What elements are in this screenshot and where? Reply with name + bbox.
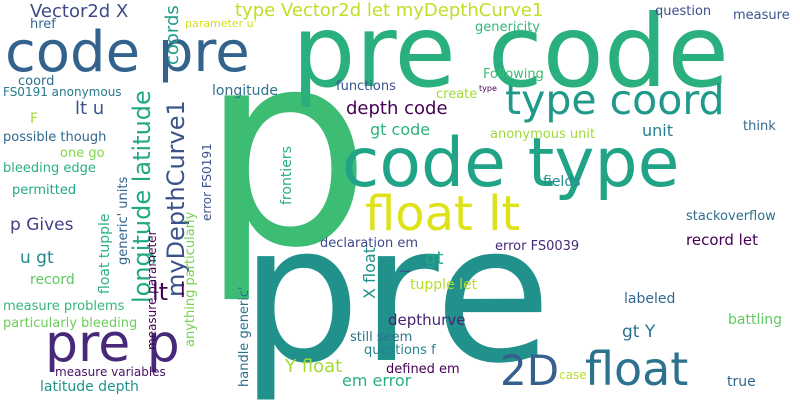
word-error-fs0039: error FS0039 [495,239,580,254]
word-measure: measure [733,8,790,23]
word-defined-em: defined em [386,362,460,377]
word-permitted: permitted [12,183,77,198]
word-lt: lt [152,278,169,306]
word-frontiers: frontiers [279,146,295,205]
word-l: l [180,278,186,302]
word-possible-though: possible though [3,130,107,145]
word-x-float: X float [360,247,379,299]
word-anything-particularly: anything particularly [183,212,198,348]
word-record: record [30,272,75,288]
word-pre-code: pre code [292,0,729,110]
word-type-vector2d-let-mydepthcurve1: type Vector2d let myDepthCurve1 [235,0,544,21]
word-functions: functions [336,79,396,94]
word-code-type: code type [342,124,680,203]
word-gt-code: gt code [370,120,431,139]
word-coords: coords [162,5,183,65]
word-stackoverflow: stackoverflow [686,209,776,224]
word-pre-p: pre p [45,314,180,374]
word-2d: 2D [500,346,560,395]
word-gt: gt [425,248,444,269]
word-record-let: record let [686,231,758,249]
word-latitude-depth: latitude depth [40,379,139,395]
word-depthurve: depthurve [388,311,466,329]
word-anonymous-unit: anonymous unit [490,127,596,142]
word-float: float [585,342,689,396]
word-battling: battling [728,312,782,328]
word-fs0191-anonymous: FS0191 anonymous [3,85,122,99]
word-bleeding-edge: bleeding edge [3,161,96,176]
word-type-coord: type coord [505,76,725,124]
word-error-fs0191: error FS0191 [200,143,214,221]
word-measure-variables: measure variables [55,365,166,379]
word-lt-u: lt u [75,98,105,119]
word-still-seem: still seem [350,330,413,345]
word-case: case [559,368,587,382]
word-vector2d-x: Vector2d X [30,1,129,22]
word-longitude: longitude [212,83,278,99]
word-type: type [479,84,497,93]
word-declaration-em: declaration em [320,236,418,251]
word-questions-f: questions f [364,343,436,358]
word-symbol: _ [400,248,410,272]
word-labeled: labeled [624,291,676,307]
word-href: href [30,17,56,32]
word-p-gives: p Gives [10,215,74,235]
word-create: create [436,87,478,102]
word-gt-y: gt Y [622,322,656,342]
word-true: true [727,374,756,390]
word-float-lt: float lt [365,186,521,242]
word-y-float: Y float [285,356,343,377]
word-measure-problems: measure problems [3,299,125,314]
word-em-error: em error [342,371,412,390]
word-code-pre: code pre [5,20,250,85]
word-unit: unit [642,121,673,140]
word-question: question [655,4,712,19]
word-float-tupple: float tupple [97,213,113,294]
word-particularly-bleeding: particularly bleeding [3,316,138,331]
word-one-go: one go [60,146,105,161]
word-following: Following [483,67,544,82]
word-parameter-u: parameter u' [185,17,257,30]
word-handle-generic: handle generic' [237,286,252,387]
word-coord: coord [18,74,55,89]
word-depth-code: depth code [346,98,448,119]
word-tupple-let: tupple let [410,277,478,293]
word-f: F [30,111,39,127]
word-p: p [200,0,372,307]
word-fields: fields [543,174,581,190]
word-generic-units: generic' units [116,177,131,266]
word-genericity: genericity [475,20,540,35]
word-u-gt: u gt [20,248,54,268]
word-pre: pre [240,184,552,400]
word-think: think [743,119,776,134]
